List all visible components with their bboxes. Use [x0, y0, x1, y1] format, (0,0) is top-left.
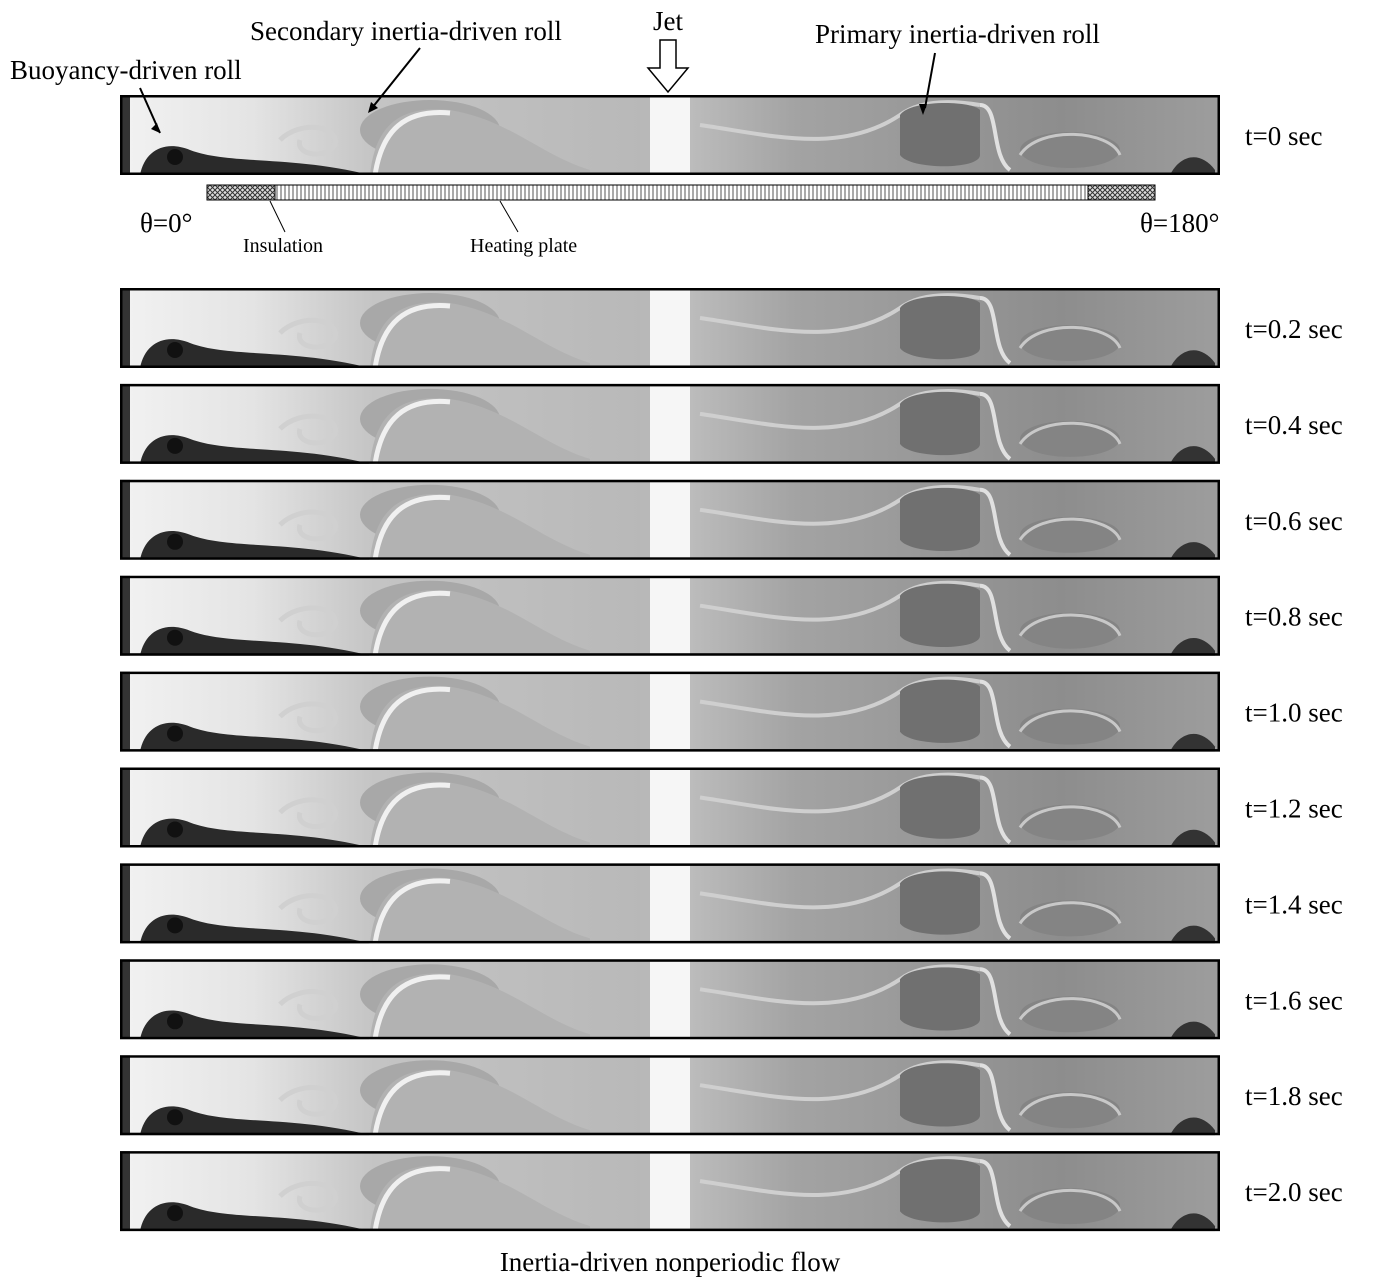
- time-label: t=1.2 sec: [1245, 794, 1343, 824]
- heating-plate: [206, 184, 1156, 201]
- annotation: Secondary inertia-driven roll: [250, 16, 562, 46]
- frames: t=0 sec t=0.2 sec t=0.4 sec t=0.6 sec t=0.8 …: [120, 95, 1343, 1231]
- jet-arrow: [646, 39, 690, 94]
- annotation: Primary inertia-driven roll: [815, 19, 1100, 49]
- time-label: t=2.0 sec: [1245, 1177, 1343, 1207]
- time-label: t=0.4 sec: [1245, 410, 1343, 440]
- diagram-label: Insulation: [243, 235, 323, 257]
- time-label: t=1.0 sec: [1245, 698, 1343, 728]
- leader: [499, 200, 519, 233]
- flow-image: [120, 576, 1220, 656]
- time-label: t=1.4 sec: [1245, 889, 1343, 919]
- arrowhead: [151, 123, 160, 133]
- caption: Inertia-driven nonperiodic flow: [500, 1247, 841, 1277]
- leader: [371, 47, 421, 109]
- time-label: t=1.8 sec: [1245, 1081, 1343, 1111]
- arrowhead: [368, 102, 378, 113]
- flow-image: [120, 959, 1220, 1039]
- diagram-label: Heating plate: [470, 235, 577, 257]
- insulation: [1087, 184, 1156, 201]
- angle-label: θ=180°: [1140, 208, 1219, 238]
- time-label: t=0 sec: [1245, 121, 1322, 151]
- time-label: t=0.8 sec: [1245, 602, 1343, 632]
- flow-image: [120, 384, 1220, 464]
- time-label: t=0.6 sec: [1245, 506, 1343, 536]
- leader: [269, 200, 286, 233]
- arrowhead: [919, 104, 927, 115]
- flow-image: [120, 768, 1220, 848]
- angle-label: θ=0°: [140, 208, 192, 238]
- time-label: t=0.2 sec: [1245, 314, 1343, 344]
- time-label: t=1.6 sec: [1245, 985, 1343, 1015]
- insulation: [206, 184, 276, 201]
- flow-image: [120, 863, 1220, 943]
- annotation: Buoyancy-driven roll: [10, 55, 242, 85]
- flow-image: [120, 288, 1220, 368]
- flow-image: [120, 1151, 1220, 1231]
- flow-image: [120, 672, 1220, 752]
- leader: [924, 52, 936, 109]
- flow-image: [120, 95, 1220, 175]
- flow-image: [120, 1055, 1220, 1135]
- annotation: Jet: [653, 6, 683, 36]
- flow-image: [120, 480, 1220, 560]
